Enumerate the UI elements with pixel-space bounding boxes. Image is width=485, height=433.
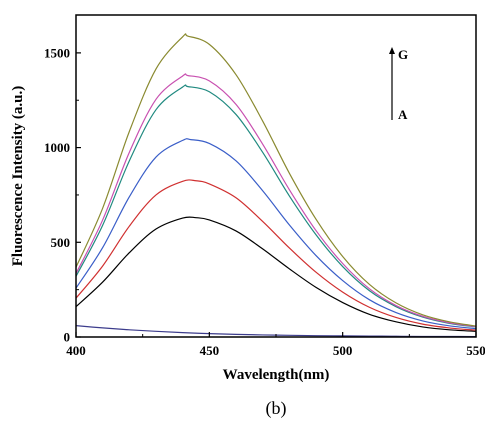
x-tick-label: 500 <box>333 343 353 358</box>
x-tick-label: 550 <box>466 343 485 358</box>
annotation-bottom-label: A <box>398 107 408 122</box>
y-tick-label: 1500 <box>44 45 70 60</box>
series-line-2 <box>75 216 477 332</box>
y-tick-label: 0 <box>64 330 71 345</box>
y-tick-label: 1000 <box>44 140 70 155</box>
series-line-5 <box>75 84 477 328</box>
x-axis-title: Wavelength(nm) <box>223 367 330 383</box>
annotation-top-label: G <box>398 47 408 62</box>
x-tick-label: 450 <box>200 343 220 358</box>
series-line-7 <box>75 33 477 327</box>
figure-caption: (b) <box>266 398 287 419</box>
series-line-4 <box>75 138 477 330</box>
annotation-arrow-head <box>389 47 395 54</box>
y-axis-title: Fluorescence Intensity (a.u.) <box>10 86 26 267</box>
annotation: G A <box>389 47 408 122</box>
series-line-3 <box>75 179 477 331</box>
series-line-6 <box>75 73 477 328</box>
plot-frame <box>75 14 477 338</box>
tick-layer: 400 450 500 550 0 500 1000 1500 <box>44 45 485 358</box>
x-tick-label: 400 <box>66 343 86 358</box>
series-layer <box>75 33 477 338</box>
y-tick-label: 500 <box>51 235 71 250</box>
